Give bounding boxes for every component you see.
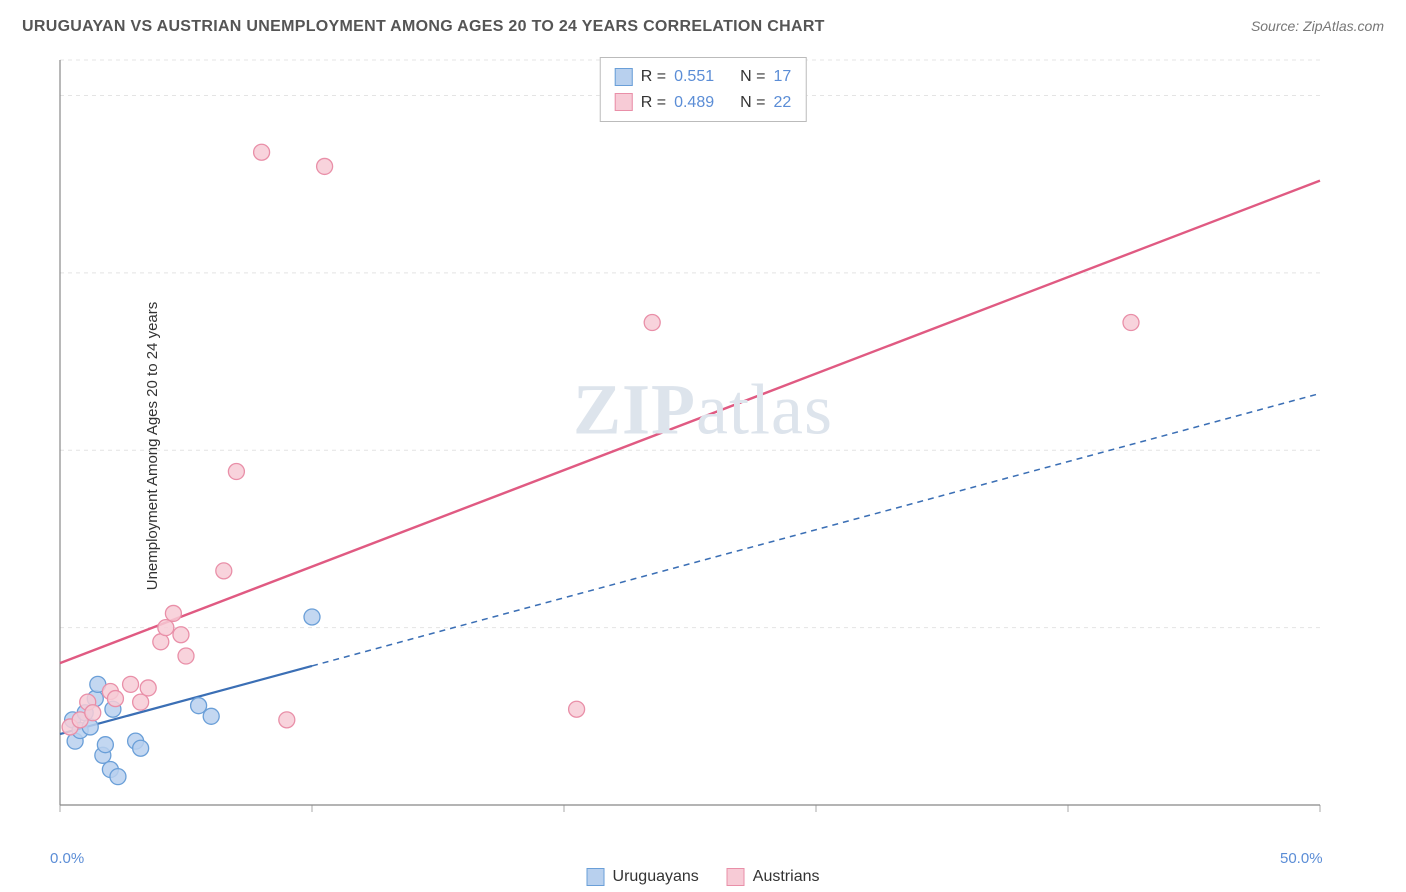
n-value-2: 22 [773, 90, 791, 116]
stats-row-2: R = 0.489 N = 22 [615, 90, 792, 116]
y-tick-label: 100.0% [1390, 87, 1406, 104]
chart-svg [50, 55, 1380, 835]
stats-box: R = 0.551 N = 17 R = 0.489 N = 22 [600, 57, 807, 122]
source-label: Source: ZipAtlas.com [1251, 18, 1384, 34]
legend-item-uruguayans: Uruguayans [587, 868, 699, 886]
legend-item-austrians: Austrians [727, 868, 820, 886]
r-label: R = [641, 64, 666, 90]
x-tick-label: 50.0% [1280, 850, 1323, 867]
y-tick-label: 50.0% [1390, 442, 1406, 459]
r-value-2: 0.489 [674, 90, 714, 116]
swatch-uruguayans-icon [615, 68, 633, 86]
n-label: N = [740, 64, 765, 90]
r-label: R = [641, 90, 666, 116]
legend-label: Uruguayans [613, 868, 699, 886]
swatch-uruguayans-icon [587, 868, 605, 886]
chart-title: URUGUAYAN VS AUSTRIAN UNEMPLOYMENT AMONG… [22, 18, 825, 36]
swatch-austrians-icon [615, 93, 633, 111]
x-tick-label: 0.0% [50, 850, 84, 867]
plot-area: 25.0%50.0%75.0%100.0%0.0%50.0% [50, 55, 1380, 835]
stats-row-1: R = 0.551 N = 17 [615, 64, 792, 90]
legend-label: Austrians [753, 868, 820, 886]
n-value-1: 17 [773, 64, 791, 90]
y-tick-label: 25.0% [1390, 619, 1406, 636]
swatch-austrians-icon [727, 868, 745, 886]
r-value-1: 0.551 [674, 64, 714, 90]
bottom-legend: Uruguayans Austrians [587, 868, 820, 886]
y-tick-label: 75.0% [1390, 264, 1406, 281]
n-label: N = [740, 90, 765, 116]
